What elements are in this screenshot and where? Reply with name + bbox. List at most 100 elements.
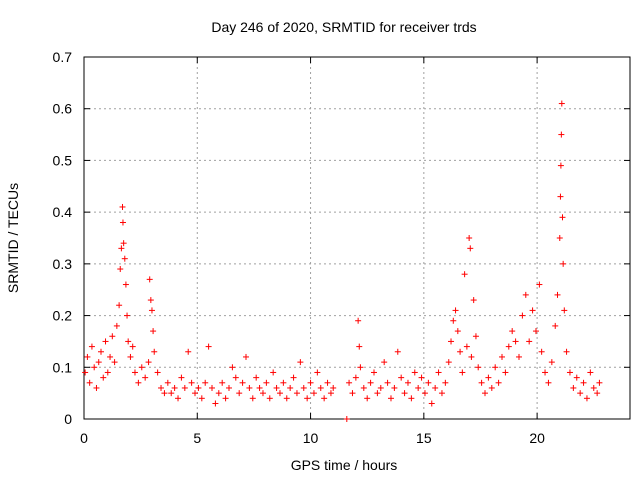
data-point xyxy=(113,322,120,329)
data-point xyxy=(432,384,439,391)
data-point xyxy=(93,384,100,391)
data-point xyxy=(509,328,516,335)
data-point xyxy=(283,395,290,402)
data-point xyxy=(232,374,239,381)
data-point xyxy=(352,374,359,381)
data-point xyxy=(242,353,249,360)
data-point xyxy=(475,364,482,371)
data-point xyxy=(317,384,324,391)
data-point xyxy=(175,395,182,402)
data-point xyxy=(107,353,114,360)
data-point xyxy=(138,364,145,371)
data-point xyxy=(512,338,519,345)
data-point xyxy=(124,312,131,319)
data-point xyxy=(398,374,405,381)
data-point xyxy=(450,317,457,324)
data-point xyxy=(404,379,411,386)
data-point xyxy=(519,312,526,319)
data-point xyxy=(577,390,584,397)
data-point xyxy=(583,395,590,402)
grid-lines xyxy=(84,57,630,419)
data-point xyxy=(357,364,364,371)
data-point xyxy=(573,374,580,381)
data-point xyxy=(181,384,188,391)
data-point xyxy=(364,395,371,402)
data-point xyxy=(566,369,573,376)
data-point xyxy=(346,379,353,386)
data-point xyxy=(349,390,356,397)
data-point xyxy=(293,390,300,397)
data-point xyxy=(273,384,280,391)
data-point xyxy=(95,359,102,366)
data-point xyxy=(485,374,492,381)
data-points xyxy=(82,100,603,422)
data-point xyxy=(222,395,229,402)
data-point xyxy=(542,369,549,376)
x-tick-label: 15 xyxy=(416,430,432,446)
data-point xyxy=(212,400,219,407)
data-point xyxy=(515,353,522,360)
data-point xyxy=(594,390,601,397)
data-point xyxy=(502,369,509,376)
data-point xyxy=(587,369,594,376)
data-point xyxy=(468,353,475,360)
data-point xyxy=(470,297,477,304)
data-point xyxy=(117,266,124,273)
data-point xyxy=(377,384,384,391)
data-point xyxy=(84,353,91,360)
data-point xyxy=(246,384,253,391)
data-point xyxy=(472,333,479,340)
data-point xyxy=(104,369,111,376)
data-point xyxy=(394,348,401,355)
y-tick-label: 0.6 xyxy=(53,101,73,117)
tick-labels: 0 0.1 0.2 0.3 0.4 0.5 0.6 0.7 0 5 10 15 20 xyxy=(53,49,546,446)
data-point xyxy=(129,343,136,350)
data-point xyxy=(225,384,232,391)
data-point xyxy=(387,395,394,402)
plot-frame xyxy=(83,56,631,420)
data-point xyxy=(445,359,452,366)
data-point xyxy=(147,297,154,304)
data-point xyxy=(82,369,89,376)
data-point xyxy=(239,379,246,386)
data-point xyxy=(461,271,468,278)
data-point xyxy=(435,369,442,376)
data-point xyxy=(150,328,157,335)
data-point xyxy=(161,390,168,397)
data-point xyxy=(495,379,502,386)
data-point xyxy=(131,369,138,376)
data-point xyxy=(457,348,464,355)
data-point xyxy=(421,390,428,397)
data-point xyxy=(120,240,127,247)
data-point xyxy=(425,379,432,386)
data-point xyxy=(249,395,256,402)
data-point xyxy=(367,379,374,386)
data-point xyxy=(297,359,304,366)
data-point xyxy=(259,390,266,397)
data-point xyxy=(556,235,563,241)
data-point xyxy=(88,343,95,350)
data-point xyxy=(590,384,597,391)
data-point xyxy=(343,416,350,422)
data-point xyxy=(558,100,565,107)
data-point xyxy=(327,390,334,397)
data-point xyxy=(236,390,243,397)
data-point xyxy=(466,235,473,241)
data-point xyxy=(97,348,104,355)
data-point xyxy=(86,379,93,386)
data-point xyxy=(557,193,564,200)
data-point xyxy=(192,390,199,397)
data-point xyxy=(121,255,128,262)
data-point xyxy=(314,369,321,376)
data-point xyxy=(253,374,260,381)
data-point xyxy=(408,395,415,402)
data-point xyxy=(118,245,125,252)
data-point xyxy=(116,302,123,309)
data-point xyxy=(263,379,270,386)
data-point xyxy=(548,359,555,366)
data-point xyxy=(164,379,171,386)
data-point xyxy=(198,395,205,402)
data-point xyxy=(154,369,161,376)
x-tick-label: 20 xyxy=(529,430,545,446)
y-tick-label: 0.4 xyxy=(53,204,73,220)
